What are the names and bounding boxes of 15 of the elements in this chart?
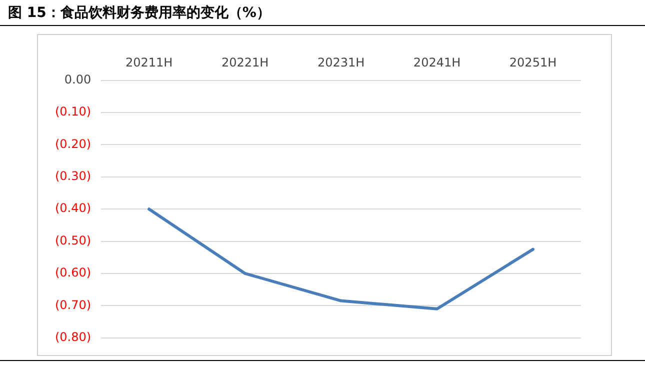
y-tick-label: (0.30) [54, 169, 92, 184]
y-tick-label: (0.10) [54, 104, 92, 119]
x-tick-label: 20241H [413, 55, 461, 70]
x-tick-label: 20211H [125, 55, 173, 70]
y-tick-label: (0.40) [54, 201, 92, 216]
y-tick-label: 0.00 [64, 72, 92, 87]
x-tick-label: 20221H [221, 55, 269, 70]
chart-title: 图 15：食品饮料财务费用率的变化（%） [8, 4, 270, 22]
x-tick-label: 20231H [317, 55, 365, 70]
y-tick-label: (0.80) [54, 330, 92, 344]
x-tick-label: 20251H [509, 55, 557, 70]
y-tick-label: (0.50) [54, 233, 92, 248]
y-tick-label: (0.70) [54, 298, 92, 312]
y-tick-label: (0.60) [54, 266, 92, 280]
y-tick-label: (0.20) [54, 136, 92, 151]
